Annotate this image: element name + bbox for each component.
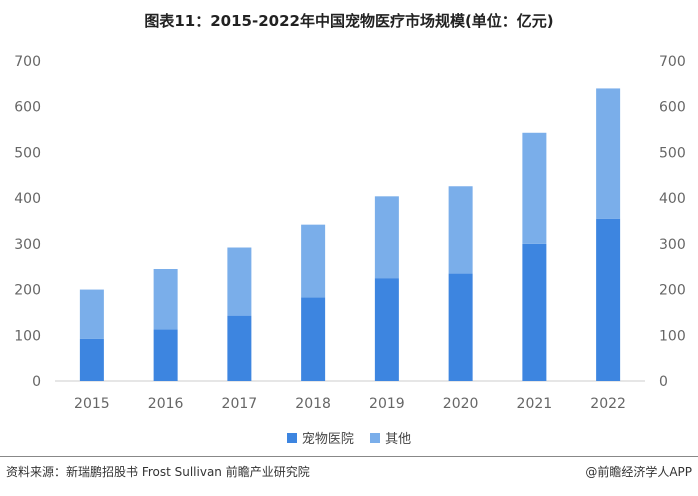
bar-hospital-2022 [596, 218, 621, 381]
legend: 宠物医院 其他 [0, 428, 698, 447]
bar-other-2015 [79, 289, 104, 339]
bar-other-2019 [374, 196, 399, 279]
bar-other-2016 [153, 269, 178, 330]
y-tick-label-right: 100 [659, 328, 686, 344]
x-tick-label: 2019 [369, 396, 405, 412]
bar-hospital-2020 [448, 273, 473, 381]
legend-swatch-hospital [286, 432, 297, 443]
y-tick-label-left: 600 [14, 100, 41, 116]
legend-item-other: 其他 [370, 428, 411, 447]
y-tick-label-right: 300 [659, 237, 686, 253]
bar-hospital-2017 [227, 315, 252, 381]
x-tick-label: 2015 [74, 396, 110, 412]
bar-hospital-2016 [153, 329, 178, 381]
y-tick-label-left: 400 [14, 191, 41, 207]
y-tick-label-right: 200 [659, 283, 686, 299]
y-tick-label-right: 500 [659, 145, 686, 161]
y-tick-label-right: 0 [659, 374, 668, 390]
legend-label-other: 其他 [385, 432, 412, 447]
x-tick-label: 2018 [295, 396, 331, 412]
y-tick-label-left: 500 [14, 145, 41, 161]
stacked-bar-chart: 0 0 100 100 200 200 300 300 400 400 500 500 600 600 70… [14, 54, 686, 412]
y-tick-label-left: 0 [32, 374, 41, 390]
bar-other-2018 [301, 224, 326, 298]
bar-other-2022 [596, 88, 621, 219]
y-tick-label-left: 100 [14, 328, 41, 344]
x-tick-label: 2021 [517, 396, 553, 412]
legend-swatch-other [370, 432, 381, 443]
y-tick-label-right: 700 [659, 54, 686, 70]
bar-hospital-2018 [301, 297, 326, 381]
y-tick-label-right: 400 [659, 191, 686, 207]
x-tick-label: 2020 [443, 396, 479, 412]
bar-other-2017 [227, 247, 252, 316]
bar-hospital-2021 [522, 243, 547, 381]
legend-item-hospital: 宠物医院 [286, 428, 354, 447]
footer-divider [0, 456, 698, 457]
chart-title: 图表11：2015-2022年中国宠物医疗市场规模(单位：亿元) [144, 12, 554, 30]
bar-other-2021 [522, 132, 547, 244]
x-tick-label: 2017 [222, 396, 258, 412]
y-tick-label-left: 700 [14, 54, 41, 70]
bar-hospital-2019 [374, 278, 399, 381]
y-tick-label-left: 200 [14, 283, 41, 299]
source-note: 资料来源：新瑞鹏招股书 Frost Sullivan 前瞻产业研究院 [6, 465, 310, 479]
x-tick-label: 2016 [148, 396, 184, 412]
bar-hospital-2015 [79, 338, 104, 381]
credit-note: @前瞻经济学人APP [585, 465, 692, 479]
y-tick-label-right: 600 [659, 100, 686, 116]
bar-other-2020 [448, 186, 473, 274]
y-tick-label-left: 300 [14, 237, 41, 253]
legend-label-hospital: 宠物医院 [301, 432, 354, 447]
x-tick-label: 2022 [590, 396, 626, 412]
